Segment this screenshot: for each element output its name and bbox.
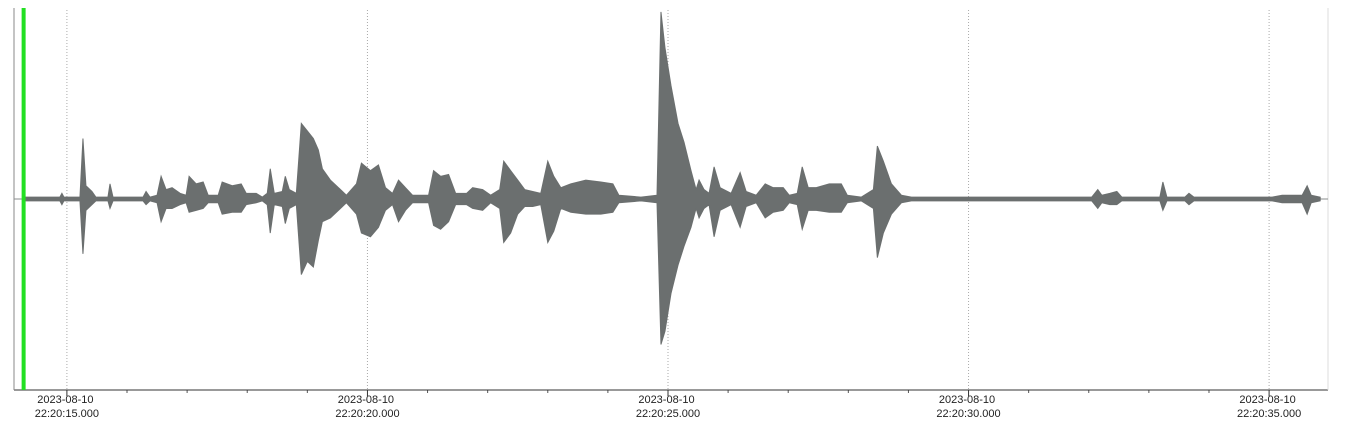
waveform-envelope xyxy=(24,198,1321,345)
x-tick-label-line: 22:20:30.000 xyxy=(936,408,1000,420)
x-tick-label-line: 22:20:20.000 xyxy=(335,408,399,420)
x-tick-label-line: 2023-08-10 xyxy=(638,394,697,406)
x-tick-label-line: 2023-08-10 xyxy=(338,394,397,406)
x-tick-label: 2023-08-10 22:20:35.000 xyxy=(1237,394,1301,420)
x-tick-label: 2023-08-10 22:20:25.000 xyxy=(636,394,700,420)
waveform-envelope xyxy=(24,11,1321,200)
x-tick-label-line: 22:20:25.000 xyxy=(636,408,700,420)
x-tick-label-line: 22:20:15.000 xyxy=(35,408,99,420)
x-tick-label: 2023-08-10 22:20:30.000 xyxy=(936,394,1000,420)
x-tick-label: 2023-08-10 22:20:20.000 xyxy=(335,394,399,420)
x-tick-label-line: 2023-08-10 xyxy=(1239,394,1298,406)
x-tick-label-line: 2023-08-10 xyxy=(939,394,998,406)
x-tick-label-line: 22:20:35.000 xyxy=(1237,408,1301,420)
x-tick-label-line: 2023-08-10 xyxy=(37,394,96,406)
x-tick-label: 2023-08-10 22:20:15.000 xyxy=(35,394,99,420)
